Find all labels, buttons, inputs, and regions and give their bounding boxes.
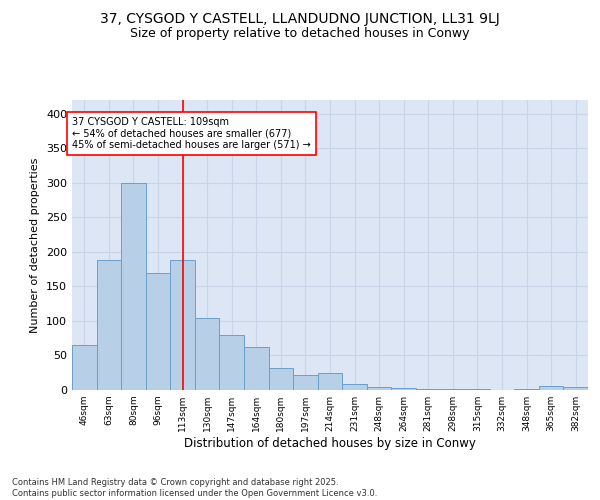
Y-axis label: Number of detached properties: Number of detached properties [31, 158, 40, 332]
Bar [121, 183, 146, 390]
Bar [170, 260, 195, 390]
Bar [220, 335, 244, 390]
Bar [367, 386, 391, 390]
Text: 37 CYSGOD Y CASTELL: 109sqm
← 54% of detached houses are smaller (677)
45% of se: 37 CYSGOD Y CASTELL: 109sqm ← 54% of det… [72, 118, 311, 150]
Bar [146, 272, 170, 390]
Text: Contains HM Land Registry data © Crown copyright and database right 2025.
Contai: Contains HM Land Registry data © Crown c… [12, 478, 377, 498]
Bar [342, 384, 367, 390]
Bar [416, 388, 440, 390]
Bar [318, 372, 342, 390]
Bar [539, 386, 563, 390]
Bar [440, 388, 465, 390]
X-axis label: Distribution of detached houses by size in Conwy: Distribution of detached houses by size … [184, 437, 476, 450]
Bar [244, 347, 269, 390]
Text: Size of property relative to detached houses in Conwy: Size of property relative to detached ho… [130, 28, 470, 40]
Text: 37, CYSGOD Y CASTELL, LLANDUDNO JUNCTION, LL31 9LJ: 37, CYSGOD Y CASTELL, LLANDUDNO JUNCTION… [100, 12, 500, 26]
Bar [391, 388, 416, 390]
Bar [269, 368, 293, 390]
Bar [563, 386, 588, 390]
Bar [97, 260, 121, 390]
Bar [195, 318, 220, 390]
Bar [72, 345, 97, 390]
Bar [293, 375, 318, 390]
